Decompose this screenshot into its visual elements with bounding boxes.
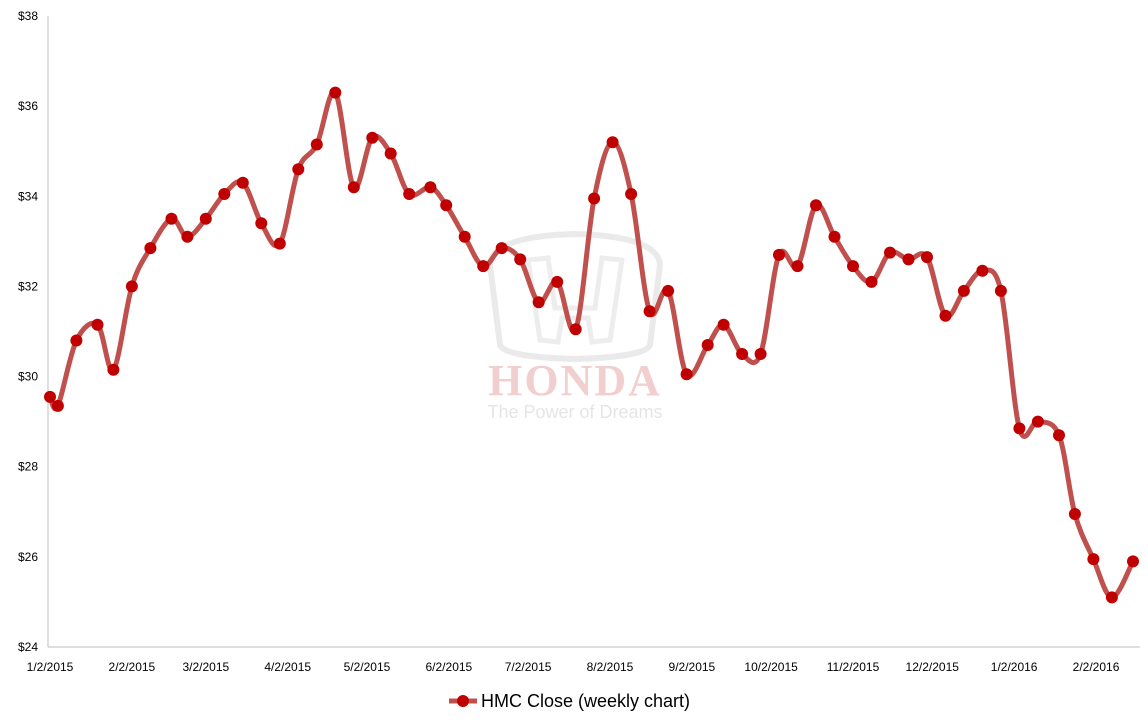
legend: HMC Close (weekly chart) <box>449 691 690 711</box>
data-point <box>569 323 582 336</box>
data-point <box>424 181 437 194</box>
x-axis-ticks: 1/2/2015 2/2/2015 3/2/2015 4/2/2015 5/2/2015… <box>27 660 1120 674</box>
honda-logo-outline <box>486 230 664 363</box>
data-point <box>165 212 178 225</box>
y-tick-label: $24 <box>18 640 38 654</box>
data-point <box>625 188 638 200</box>
data-point <box>994 284 1007 297</box>
data-point <box>957 284 970 297</box>
data-point <box>1127 555 1139 568</box>
y-tick-label: $38 <box>18 9 38 23</box>
legend-label: HMC Close (weekly chart) <box>481 691 690 711</box>
x-tick-label: 3/2/2015 <box>182 660 229 674</box>
x-tick-label: 4/2/2015 <box>264 660 311 674</box>
data-point <box>1105 591 1118 604</box>
data-point <box>292 163 305 176</box>
data-point <box>884 246 896 259</box>
watermark-tagline: The Power of Dreams <box>487 402 662 422</box>
data-point <box>754 348 767 360</box>
data-point <box>181 230 194 243</box>
data-point <box>736 348 749 360</box>
data-point <box>847 260 859 273</box>
data-point <box>91 318 104 331</box>
data-point <box>921 251 933 264</box>
data-point <box>773 248 785 261</box>
data-point <box>532 296 545 309</box>
data-point <box>329 86 342 99</box>
data-point <box>1068 508 1081 520</box>
data-point <box>514 253 527 266</box>
data-point <box>1031 415 1044 428</box>
data-point <box>477 260 490 273</box>
x-tick-label: 2/2/2016 <box>1073 660 1120 674</box>
data-point <box>218 188 231 200</box>
y-tick-label: $34 <box>18 189 38 203</box>
data-point <box>643 305 656 318</box>
data-point <box>551 275 564 288</box>
y-tick-label: $36 <box>18 99 38 113</box>
y-tick-label: $28 <box>18 460 38 474</box>
data-point <box>1013 422 1026 435</box>
y-axis-ticks: $24 $26 $28 $30 $32 $34 $36 $38 <box>18 9 38 654</box>
series-line-hmc-close <box>47 89 1136 600</box>
data-point <box>606 136 619 149</box>
data-point <box>976 264 989 277</box>
data-point <box>717 318 730 331</box>
x-tick-label: 1/2/2016 <box>991 660 1038 674</box>
x-tick-label: 9/2/2015 <box>669 660 716 674</box>
data-point <box>403 188 416 200</box>
data-point <box>828 230 841 243</box>
data-point <box>1053 429 1065 442</box>
x-tick-label: 5/2/2015 <box>344 660 391 674</box>
data-point <box>791 260 804 273</box>
data-point <box>939 309 952 322</box>
watermark-brand: HONDA <box>488 356 662 405</box>
x-tick-label: 12/2/2015 <box>906 660 960 674</box>
data-point <box>125 280 138 293</box>
data-point <box>236 176 249 189</box>
honda-watermark: HONDA The Power of Dreams <box>486 230 664 422</box>
data-point <box>70 334 83 347</box>
x-tick-label: 2/2/2015 <box>109 660 156 674</box>
data-point <box>273 237 286 250</box>
x-tick-label: 7/2/2015 <box>505 660 552 674</box>
data-point <box>366 131 379 144</box>
data-point <box>347 181 360 194</box>
x-tick-label: 11/2/2015 <box>827 660 880 674</box>
data-point <box>810 199 822 212</box>
data-point <box>310 138 323 151</box>
data-point <box>440 199 453 212</box>
data-point <box>44 390 56 403</box>
data-point <box>701 339 714 351</box>
data-point <box>588 192 601 205</box>
x-tick-label: 6/2/2015 <box>426 660 473 674</box>
data-point <box>458 230 471 243</box>
y-tick-label: $26 <box>18 550 38 564</box>
data-point <box>902 253 915 266</box>
data-point <box>255 217 268 230</box>
data-point <box>662 284 675 297</box>
data-point <box>144 242 157 255</box>
y-tick-label: $32 <box>18 279 38 293</box>
data-point <box>865 275 878 288</box>
y-tick-label: $30 <box>18 370 38 384</box>
data-point <box>680 368 693 381</box>
data-point <box>1087 553 1100 566</box>
x-tick-label: 1/2/2015 <box>27 660 74 674</box>
data-point <box>384 147 397 160</box>
data-point <box>199 212 212 225</box>
x-tick-label: 10/2/2015 <box>744 660 798 674</box>
legend-marker-icon <box>457 695 469 707</box>
series-points <box>44 86 1139 604</box>
data-point <box>51 399 64 412</box>
data-point <box>107 363 120 376</box>
data-point <box>495 242 508 255</box>
x-tick-label: 8/2/2015 <box>587 660 634 674</box>
honda-h-icon <box>525 255 625 345</box>
